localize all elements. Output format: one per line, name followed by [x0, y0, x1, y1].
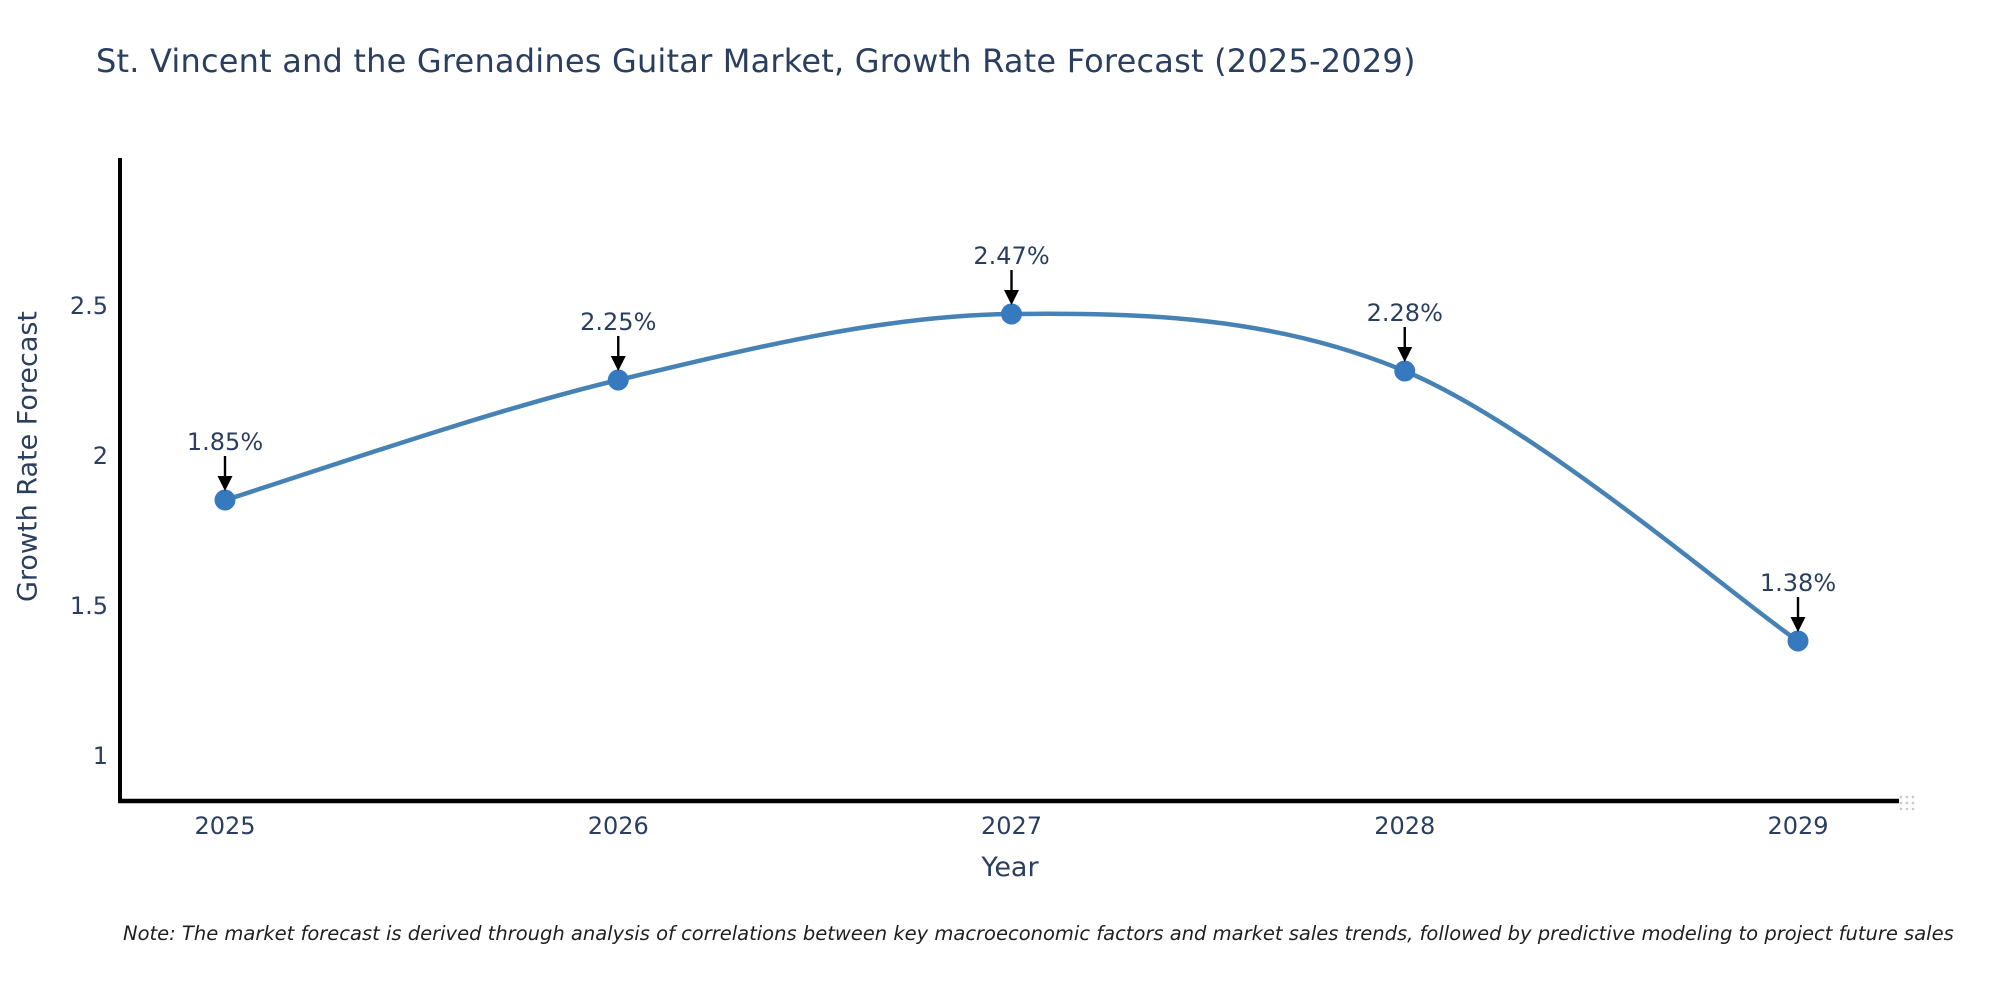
- x-axis-title: Year: [981, 852, 1039, 883]
- data-point[interactable]: [1787, 630, 1809, 652]
- annotation-arrowhead: [1790, 617, 1806, 632]
- annotation-arrowhead: [610, 356, 626, 371]
- resize-handle-icon: [1905, 795, 1909, 799]
- resize-handle-icon: [1911, 801, 1915, 805]
- x-tick-label: 2029: [1767, 812, 1828, 840]
- x-tick-label: 2026: [588, 812, 649, 840]
- data-point[interactable]: [1001, 303, 1022, 325]
- trend-line: [224, 311, 1800, 643]
- data-point[interactable]: [1394, 360, 1416, 382]
- point-annotation: 1.38%: [1760, 569, 1836, 597]
- y-tick-label: 2: [93, 442, 108, 470]
- resize-handle-icon: [1899, 795, 1903, 799]
- resize-handle-icon: [1911, 807, 1915, 811]
- annotation-arrowhead: [1397, 347, 1413, 362]
- annotation-arrowhead: [1004, 290, 1019, 305]
- point-annotation: 2.47%: [973, 242, 1049, 270]
- x-tick-label: 2027: [981, 812, 1042, 840]
- data-point[interactable]: [214, 489, 236, 511]
- data-point[interactable]: [607, 369, 629, 391]
- y-tick-label: 2.5: [70, 292, 108, 320]
- resize-handle-icon: [1905, 807, 1909, 811]
- point-annotation: 1.85%: [187, 428, 263, 456]
- resize-handle-icon: [1905, 801, 1909, 805]
- annotation-arrowhead: [217, 476, 233, 491]
- resize-handle-icon: [1899, 801, 1903, 805]
- point-annotation: 2.25%: [580, 308, 656, 336]
- footnote: Note: The market forecast is derived thr…: [123, 922, 1954, 945]
- y-tick-label: 1: [93, 742, 108, 770]
- x-tick-label: 2028: [1374, 812, 1435, 840]
- y-tick-label: 1.5: [70, 592, 108, 620]
- resize-handle-icon: [1899, 807, 1903, 811]
- point-annotation: 2.28%: [1367, 299, 1443, 327]
- resize-handle-icon: [1911, 795, 1915, 799]
- x-tick-label: 2025: [194, 812, 255, 840]
- chart-title: St. Vincent and the Grenadines Guitar Ma…: [96, 42, 1416, 80]
